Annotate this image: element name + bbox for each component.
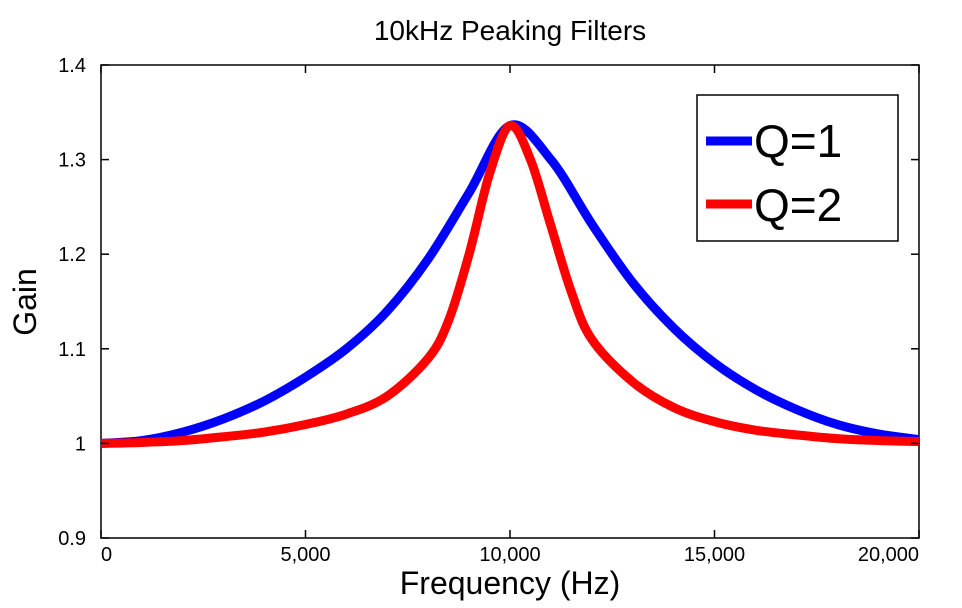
x-axis-label: Frequency (Hz) (400, 565, 621, 601)
y-tick-label: 0.9 (58, 528, 86, 550)
series-layer (100, 120, 920, 448)
legend: Q=1 Q=2 (696, 94, 899, 242)
series-line-2 (100, 121, 920, 448)
y-tick-label: 1 (75, 433, 86, 455)
y-tick-label: 1.4 (58, 55, 86, 77)
legend-box (696, 94, 899, 242)
x-tick-label: 0 (101, 544, 112, 566)
x-tick-label: 10,000 (479, 544, 540, 566)
y-tick-label: 1.2 (58, 244, 86, 266)
y-axis-label: Gain (7, 268, 43, 336)
legend-entry-q2: Q=2 (754, 179, 842, 231)
y-tick-label: 1.3 (58, 150, 86, 172)
y-tick-label: 1.1 (58, 339, 86, 361)
x-tick-label: 5,000 (280, 544, 330, 566)
x-tick-label: 20,000 (858, 544, 919, 566)
axis-ticks: 0 5,000 10,000 15,000 20,000 0.9 1 1.1 1.2 1.3 1.4 (58, 55, 920, 566)
legend-entry-q1: Q=1 (754, 115, 842, 167)
x-tick-label: 15,000 (684, 544, 745, 566)
chart-title: 10kHz Peaking Filters (374, 15, 646, 46)
